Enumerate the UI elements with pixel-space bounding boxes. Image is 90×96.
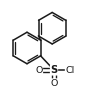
Text: Cl: Cl bbox=[65, 66, 74, 75]
Text: S: S bbox=[50, 65, 58, 75]
Text: O: O bbox=[35, 66, 43, 75]
Text: O: O bbox=[50, 79, 58, 88]
